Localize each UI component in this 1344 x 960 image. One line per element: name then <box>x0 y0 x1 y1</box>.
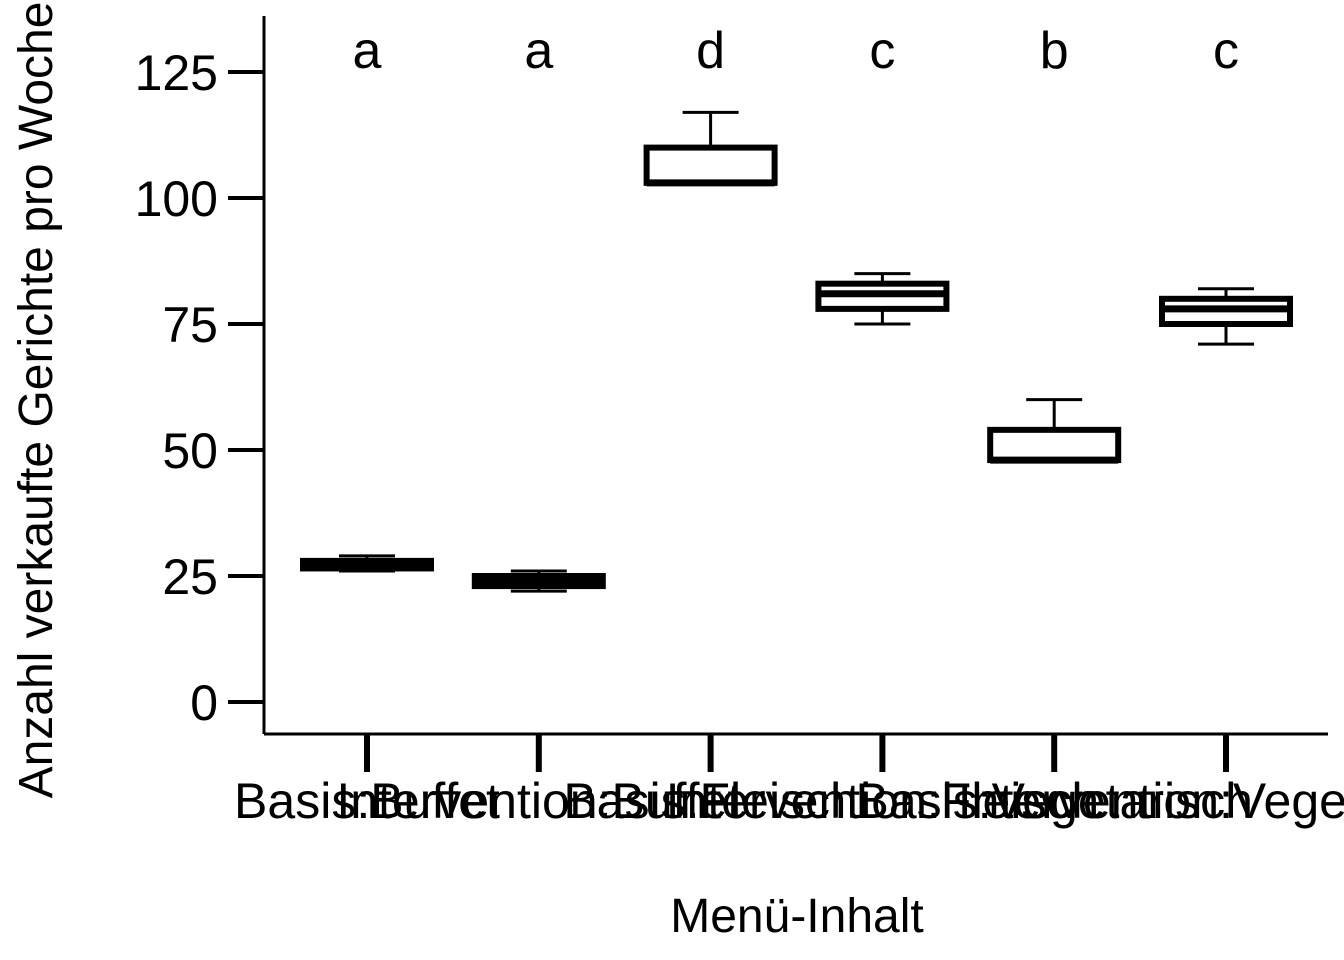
y-axis-title: Anzahl verkaufte Gerichte pro Woche <box>10 2 63 799</box>
significance-letter: a <box>353 22 382 80</box>
x-tick-label: Intervention:Vegetarisch <box>958 773 1344 829</box>
x-axis-title: Menü-Inhalt <box>670 890 923 943</box>
y-tick-label: 50 <box>162 423 218 479</box>
box-iqr <box>643 144 778 186</box>
x-tick-label: Basis:Buffet <box>234 773 500 829</box>
y-ticks: 0 25 50 75 100 125 <box>135 45 264 731</box>
x-ticks: Basis:BuffetIntervention:BuffetBasis:Fle… <box>234 734 1344 829</box>
box-iqr <box>987 426 1122 464</box>
x-tick-label: Basis:Fleisch <box>563 773 858 829</box>
box-group <box>471 569 606 593</box>
box-group <box>1159 287 1293 346</box>
significance-letter: b <box>1040 22 1069 80</box>
box-group <box>643 110 778 187</box>
y-tick-label: 75 <box>162 297 218 353</box>
y-tick-label: 0 <box>190 675 218 731</box>
x-tick-label: Intervention:Fleisch <box>666 773 1100 829</box>
y-tick-label: 125 <box>135 45 218 101</box>
box-group <box>987 398 1122 464</box>
x-tick-label: Basis:Vegetarisch <box>855 773 1252 829</box>
x-tick-label: Intervention:Buffet <box>336 773 741 829</box>
boxes <box>300 110 1293 593</box>
y-tick-label: 25 <box>162 549 218 605</box>
significance-letter: c <box>869 22 895 80</box>
box-group <box>815 272 950 326</box>
significance-letter: d <box>696 22 725 80</box>
y-tick-label: 100 <box>135 171 218 227</box>
significance-letter: a <box>524 22 553 80</box>
significance-letter: c <box>1213 22 1239 80</box>
box-group <box>300 554 434 573</box>
axes <box>262 16 1328 736</box>
